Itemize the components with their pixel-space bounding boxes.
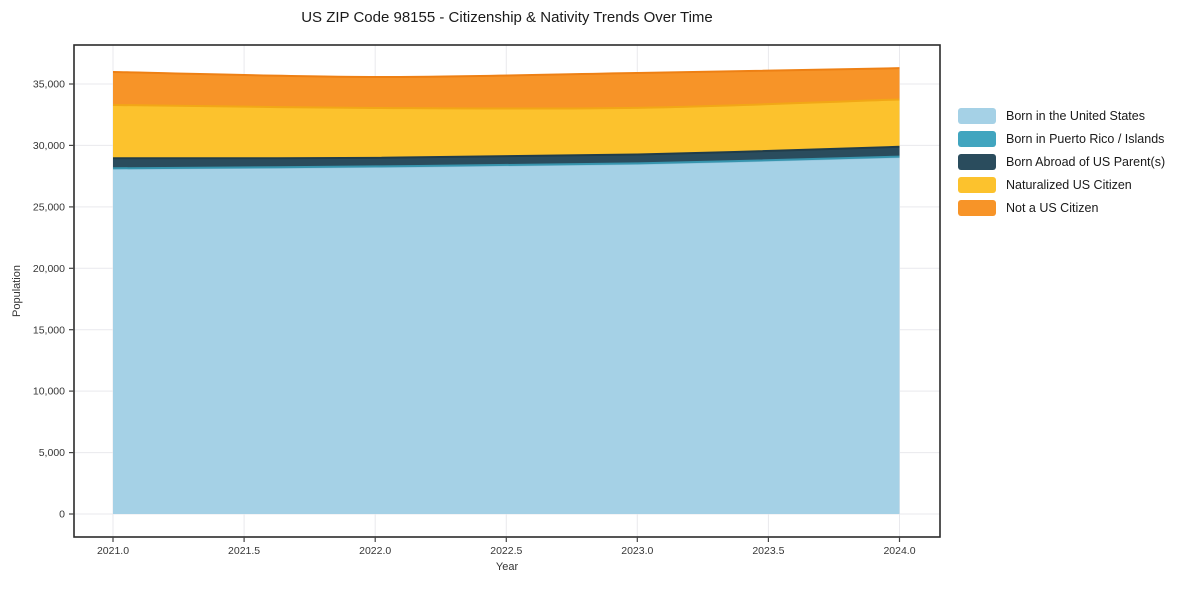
area-edge-2 (112, 145, 900, 160)
y-tick-label: 20,000 (33, 263, 65, 275)
area-band-2 (113, 146, 900, 169)
legend-item-1: Born in Puerto Rico / Islands (958, 127, 1165, 150)
x-axis-title: Year (495, 561, 519, 573)
legend-swatch (958, 199, 996, 216)
y-tick-label: 5,000 (39, 447, 65, 459)
legend: Born in the United States Born in Puerto … (958, 104, 1165, 219)
area-band-3 (113, 99, 900, 159)
x-tick-label: 2021.5 (228, 545, 260, 557)
x-tick-label: 2021.0 (97, 545, 129, 557)
legend-item-0: Born in the United States (958, 104, 1165, 127)
legend-label: Born in Puerto Rico / Islands (1006, 131, 1165, 146)
x-tick-label: 2023.0 (621, 545, 653, 557)
axis-border (73, 44, 941, 538)
legend-swatch (958, 130, 996, 147)
area-edge-4 (112, 67, 900, 78)
legend-swatch (958, 153, 996, 170)
legend-label: Born in the United States (1006, 108, 1145, 123)
y-tick-label: 0 (59, 509, 65, 521)
x-tick-label: 2022.5 (490, 545, 522, 557)
x-tick-label: 2023.5 (752, 545, 784, 557)
x-tick-label: 2024.0 (883, 545, 915, 557)
y-tick-label: 30,000 (33, 140, 65, 152)
y-axis-title: Population (11, 265, 23, 317)
area-band-4 (113, 68, 900, 109)
x-tick-label: 2022.0 (359, 545, 391, 557)
legend-swatch (958, 176, 996, 193)
chart-title: US ZIP Code 98155 - Citizenship & Nativi… (301, 9, 713, 26)
legend-label: Born Abroad of US Parent(s) (1006, 154, 1166, 169)
area-edge-3 (112, 98, 900, 110)
legend-swatch (958, 107, 996, 124)
area-edge-1 (112, 155, 900, 170)
y-tick-label: 35,000 (33, 79, 65, 91)
legend-label: Naturalized US Citizen (1006, 177, 1132, 192)
y-tick-label: 10,000 (33, 386, 65, 398)
legend-label: Not a US Citizen (1006, 200, 1099, 215)
legend-item-4: Not a US Citizen (958, 196, 1165, 219)
legend-item-2: Born Abroad of US Parent(s) (958, 150, 1165, 173)
area-band-0 (113, 157, 900, 514)
y-tick-label: 25,000 (33, 202, 65, 214)
legend-item-3: Naturalized US Citizen (958, 173, 1165, 196)
y-tick-label: 15,000 (33, 324, 65, 336)
